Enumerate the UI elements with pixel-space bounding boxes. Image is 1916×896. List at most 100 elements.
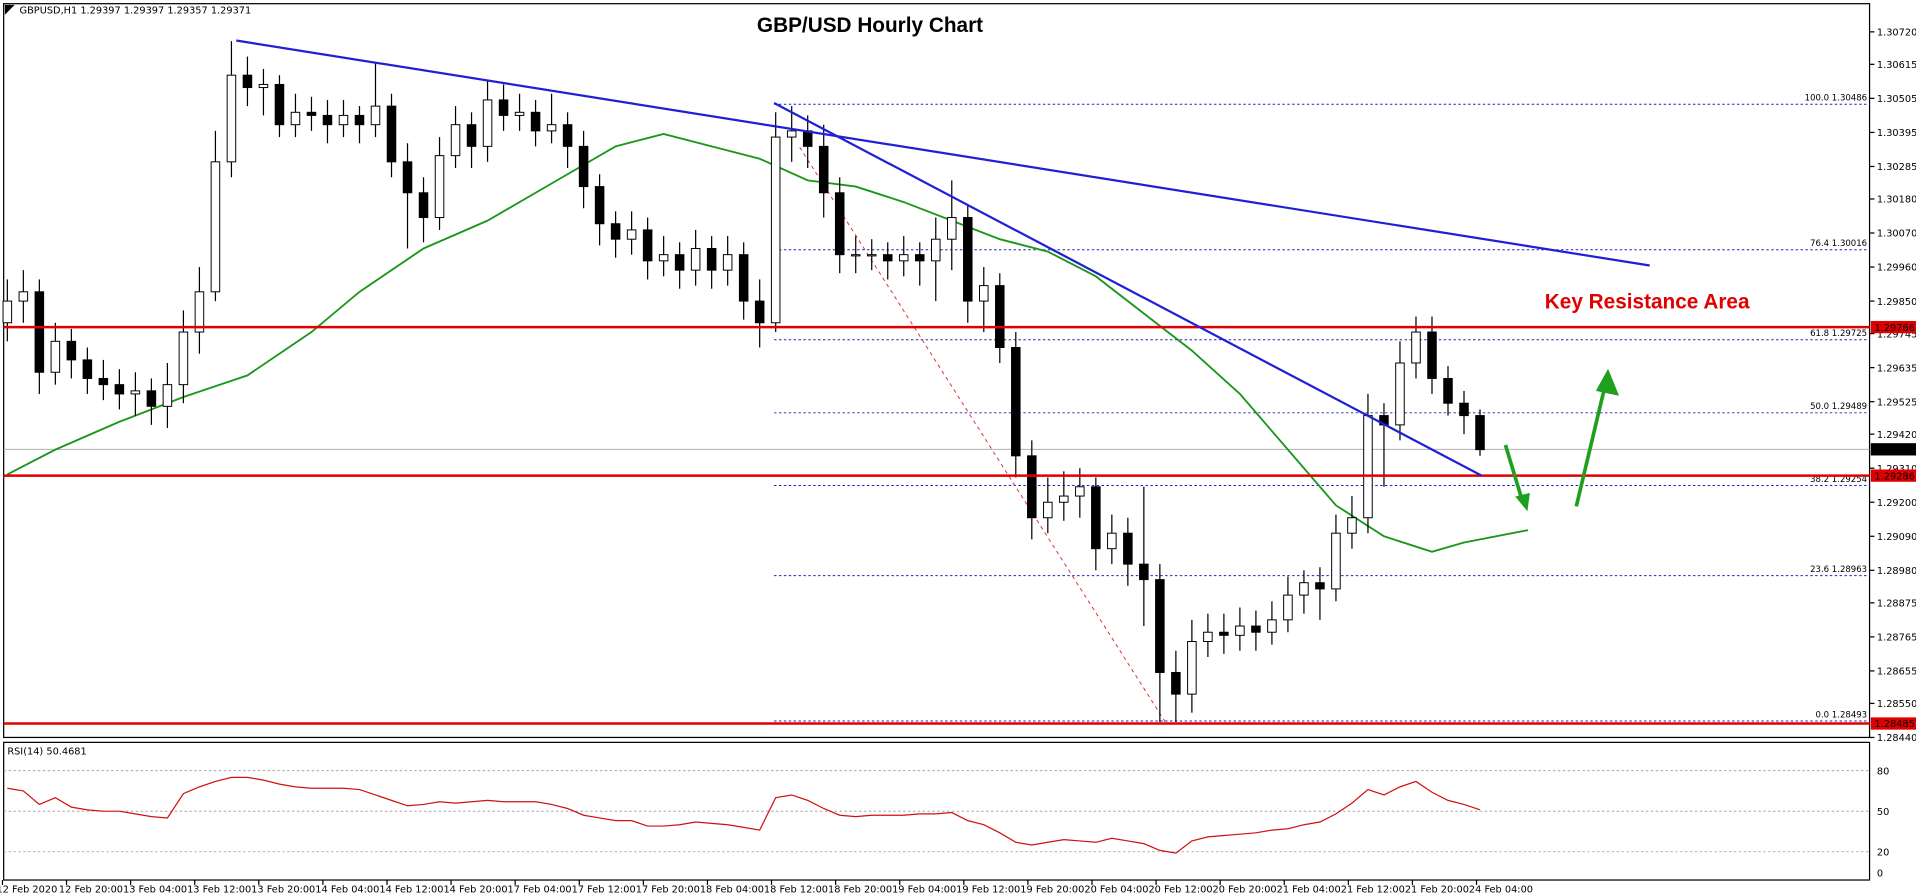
candle-body <box>1027 455 1037 519</box>
candle-body <box>290 111 301 126</box>
candle-body <box>1203 631 1213 643</box>
fibonacci: 100.0 1.30486 76.4 1.30016 61.8 1.29725 50.… <box>774 94 1870 722</box>
y-tick-label: 1.28980 <box>1877 566 1916 577</box>
candle-body <box>1171 671 1181 695</box>
candle-body <box>434 155 445 219</box>
x-tick-label: 21 Feb 20:00 <box>1405 884 1469 895</box>
candle-body <box>82 359 93 379</box>
y-tick-label: 1.30070 <box>1877 229 1916 240</box>
level-label: 1.29286 <box>1874 471 1914 482</box>
candle-body <box>402 161 413 194</box>
level-box <box>1870 320 1916 334</box>
candle-body <box>1059 495 1069 503</box>
y-tick-label: 1.30615 <box>1877 60 1916 71</box>
chart-title: GBP/USD Hourly Chart <box>757 14 983 37</box>
candle-body <box>1011 347 1021 457</box>
candle-body <box>274 83 285 126</box>
candle-body <box>947 217 957 240</box>
candle-body <box>210 161 221 293</box>
level-label: 1.28485 <box>1874 719 1914 730</box>
candle-body <box>562 124 573 147</box>
x-tick-label: 12 Feb 2020 <box>0 884 57 895</box>
candle-body <box>130 390 141 395</box>
moving-average <box>6 133 1529 553</box>
candle-body <box>1395 362 1405 426</box>
candle-body <box>354 114 365 126</box>
candle-body <box>530 111 541 132</box>
y-tick-label: 1.30505 <box>1877 94 1916 105</box>
candle-body <box>1427 331 1437 379</box>
candle-body <box>258 83 269 89</box>
candle-body <box>1075 486 1085 497</box>
candle-body <box>178 331 189 386</box>
candle-body <box>1315 582 1325 590</box>
y-tick-label: 1.28875 <box>1877 598 1916 609</box>
y-tick-label: 1.29745 <box>1877 329 1916 340</box>
candle-body <box>1043 501 1053 519</box>
candle-body <box>930 238 941 262</box>
candle-body <box>466 124 477 147</box>
candle-body <box>146 390 157 407</box>
candle-body <box>114 384 125 395</box>
candle-body <box>242 74 253 89</box>
rsi-tick-label: 0 <box>1877 868 1883 879</box>
annotation: Key Resistance Area <box>1545 290 1750 313</box>
candle-body <box>626 229 637 240</box>
candle-body <box>866 254 877 257</box>
candle-body <box>162 384 173 407</box>
candle-body <box>963 217 973 302</box>
candle-body <box>578 145 589 188</box>
arrow-up <box>1574 387 1607 507</box>
y-tick-label: 1.30395 <box>1877 128 1916 139</box>
x-tick-label: 14 Feb 04:00 <box>315 884 379 895</box>
x-tick-label: 19 Feb 12:00 <box>956 884 1020 895</box>
header-text: GBPUSD,H1 1.29397 1.29397 1.29357 1.2937… <box>20 5 252 16</box>
candle-body <box>1235 625 1245 636</box>
current-price-box <box>1870 443 1916 456</box>
candle-body <box>514 111 525 116</box>
candle-body <box>546 124 557 132</box>
fib-label: 76.4 1.30016 <box>1810 239 1867 249</box>
candle-body <box>1091 486 1101 550</box>
candle-body <box>66 340 77 361</box>
candle-body <box>1443 377 1453 404</box>
candle-body <box>1219 631 1229 636</box>
candle-body <box>2 300 13 324</box>
candle-body <box>1347 517 1357 534</box>
candle-body <box>1139 563 1149 581</box>
x-tick-label: 18 Feb 20:00 <box>828 884 892 895</box>
y-tick-label: 1.30180 <box>1877 195 1916 206</box>
arrow-down <box>1503 444 1525 503</box>
x-tick-label: 19 Feb 20:00 <box>1020 884 1084 895</box>
y-tick-label: 1.29525 <box>1877 397 1916 408</box>
candle-body <box>50 340 61 373</box>
y-tick-label: 1.29090 <box>1877 532 1916 543</box>
candle-body <box>818 145 829 194</box>
fib-label: 61.8 1.29725 <box>1810 329 1867 339</box>
candle-body <box>898 254 909 262</box>
candle-body <box>338 114 349 126</box>
candle-body <box>1187 641 1197 695</box>
candle-body <box>674 254 685 271</box>
x-tick-label: 20 Feb 12:00 <box>1148 884 1212 895</box>
x-tick-label: 20 Feb 04:00 <box>1084 884 1148 895</box>
candle-body <box>1267 619 1277 633</box>
x-tick-label: 17 Feb 04:00 <box>508 884 572 895</box>
candle-body <box>610 223 621 240</box>
candle-body <box>786 130 797 138</box>
arrow-up-head <box>1595 368 1620 396</box>
fib-label: 50.0 1.29489 <box>1810 402 1867 412</box>
y-tick-label: 1.28440 <box>1877 733 1916 744</box>
candle-body <box>1299 582 1309 596</box>
y-tick-label: 1.29850 <box>1877 297 1916 308</box>
candle-body <box>194 291 205 333</box>
x-tick-label: 14 Feb 20:00 <box>443 884 507 895</box>
candle-body <box>738 254 749 302</box>
candle-body <box>1411 331 1421 364</box>
candle-body <box>914 254 925 262</box>
candle-body <box>498 99 509 116</box>
candle-body <box>1331 532 1341 590</box>
candle-body <box>1475 415 1485 451</box>
x-tick-label: 17 Feb 20:00 <box>636 884 700 895</box>
